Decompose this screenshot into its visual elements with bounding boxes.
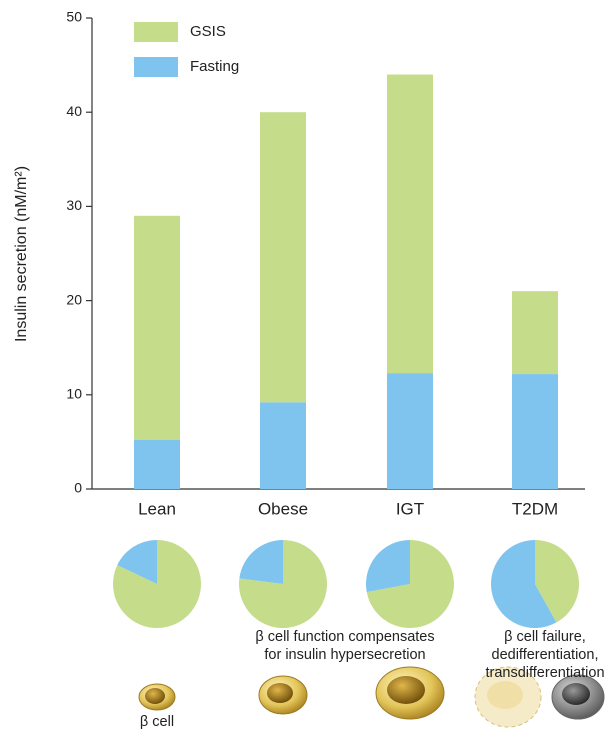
annotation: for insulin hypersecretion [264, 647, 425, 663]
cell-illustrations [138, 666, 605, 728]
x-tick-label: Obese [258, 499, 308, 518]
x-tick-label: IGT [396, 499, 424, 518]
pie-wedge [535, 540, 579, 623]
legend-swatch [134, 57, 178, 77]
bar-segment [260, 402, 306, 489]
annotation: β cell function compensates [255, 629, 434, 645]
pie-wedge [366, 540, 455, 628]
annotation: transdifferentiation [485, 665, 604, 681]
bar-segment [134, 215, 180, 441]
bar-segment [134, 440, 180, 489]
legend-swatch [134, 22, 178, 42]
y-axis-label: Insulin secretion (nM/m²) [13, 166, 30, 342]
x-tick-label: T2DM [512, 499, 558, 518]
pie-wedge [117, 540, 157, 584]
bar-segment [260, 112, 306, 403]
y-tick-label: 10 [66, 386, 82, 402]
bar-segment [512, 374, 558, 489]
legend-label: Fasting [190, 58, 239, 75]
y-tick-label: 50 [66, 9, 82, 25]
x-tick-label: Lean [138, 499, 176, 518]
y-tick-label: 0 [74, 480, 82, 496]
annotation: β cell failure, [504, 629, 586, 645]
pie-wedge [366, 540, 410, 593]
y-tick-label: 30 [66, 197, 82, 213]
bar-segment [387, 74, 433, 374]
pie-wedge [490, 540, 557, 628]
legend-label: GSIS [190, 23, 226, 40]
annotation: dedifferentiation, [492, 647, 599, 663]
pie-wedge [239, 540, 283, 584]
pie-wedge [113, 540, 201, 629]
annotation: β cell [140, 714, 174, 730]
bar-segment [387, 373, 433, 489]
y-tick-label: 20 [66, 291, 82, 307]
bar-segment [512, 291, 558, 375]
y-tick-label: 40 [66, 103, 82, 119]
pie-wedge [239, 540, 327, 628]
